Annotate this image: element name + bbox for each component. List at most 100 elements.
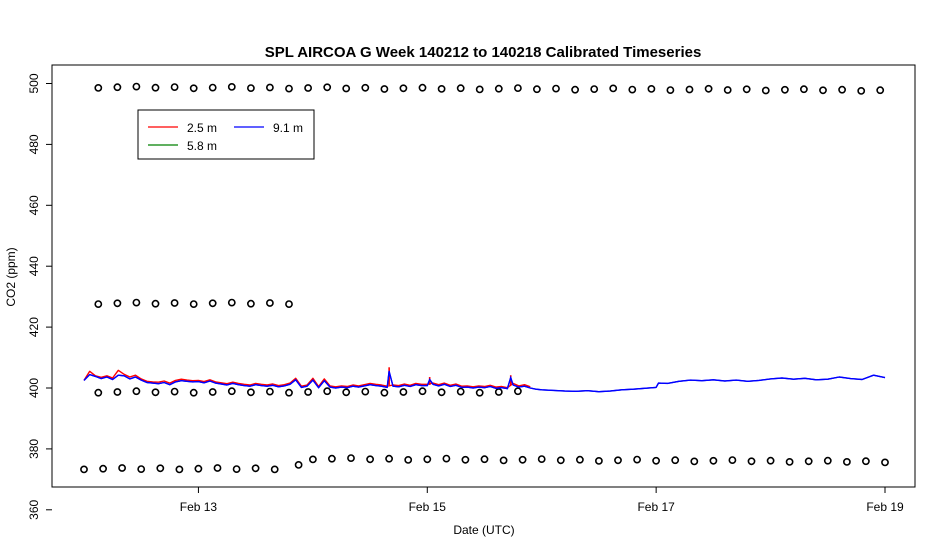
legend: 2.5 m 5.8 m 9.1 m <box>137 109 315 160</box>
series-line-9-1m-overlay <box>83 371 886 393</box>
y-tick-label: 420 <box>27 317 41 337</box>
calibration-point <box>690 457 699 466</box>
calibration-point <box>270 465 279 474</box>
calibration-point <box>571 85 579 94</box>
calibration-point <box>170 299 179 307</box>
calibration-point <box>366 455 374 464</box>
calibration-point <box>804 457 813 466</box>
calibration-point <box>628 85 637 94</box>
y-tick-label: 480 <box>27 134 41 154</box>
series-lines <box>83 367 886 393</box>
calibration-point <box>232 465 241 473</box>
y-tick-label: 460 <box>27 195 41 215</box>
calibration-point <box>246 84 255 92</box>
calibration-point <box>480 455 489 464</box>
calibration-point <box>881 458 889 467</box>
calibration-point <box>132 298 141 307</box>
calibration-point <box>576 455 584 464</box>
calibration-point <box>475 388 484 397</box>
calibration-point <box>151 388 160 397</box>
calibration-point <box>113 299 122 308</box>
legend-label-9-1m: 9.1 m <box>273 121 303 135</box>
y-tick-label: 400 <box>27 378 41 398</box>
plot-frame <box>51 64 916 488</box>
calibration-point <box>475 85 484 94</box>
calibration-point <box>552 84 560 93</box>
calibration-point <box>862 457 870 466</box>
calibration-point <box>265 299 274 307</box>
calibration-point <box>246 388 255 397</box>
calibration-point <box>399 84 408 93</box>
calibration-point <box>666 86 675 94</box>
calibration-point <box>800 85 808 94</box>
calibration-point <box>342 388 351 397</box>
x-tick-label: Feb 15 <box>409 500 447 514</box>
calibration-point <box>461 455 470 464</box>
y-axis: 360 380 400 420 440 460 480 500 <box>27 73 52 520</box>
calibration-point <box>151 299 160 308</box>
calibration-point <box>113 83 122 92</box>
calibration-point <box>456 387 465 396</box>
calibration-point <box>556 456 565 465</box>
calibration-point <box>704 84 713 93</box>
x-axis-label: Date (UTC) <box>453 523 514 537</box>
calibration-point <box>766 456 775 465</box>
calibration-point <box>843 457 851 466</box>
calibration-point <box>170 387 179 396</box>
calibration-point <box>499 456 508 465</box>
calibration-point <box>347 454 355 462</box>
y-tick-label: 380 <box>27 439 41 459</box>
calibration-point <box>208 83 217 92</box>
calibration-point <box>747 457 756 466</box>
calibration-point <box>80 465 88 474</box>
calibration-point <box>194 464 203 473</box>
calibration-point <box>633 455 641 464</box>
calibration-point <box>170 83 179 91</box>
calibration-point <box>208 388 217 396</box>
calibration-point <box>418 387 427 396</box>
x-tick-label: Feb 17 <box>637 500 675 514</box>
calibration-point <box>213 464 222 472</box>
calibration-point <box>189 84 198 93</box>
calibration-point <box>304 84 312 92</box>
calibration-point <box>742 85 751 94</box>
calibration-point <box>590 85 599 93</box>
calibration-point <box>285 84 293 93</box>
calibration-point <box>156 464 165 473</box>
y-tick-label: 500 <box>27 73 41 93</box>
calibration-point <box>304 388 312 396</box>
calibration-point <box>819 86 827 95</box>
y-tick-label: 360 <box>27 499 41 519</box>
calibration-point <box>294 460 303 469</box>
calibration-point <box>437 85 446 93</box>
calibration-point <box>514 84 522 92</box>
x-tick-label: Feb 19 <box>866 500 904 514</box>
calibration-point <box>838 85 846 94</box>
calibration-point <box>227 83 236 91</box>
x-tick-label: Feb 13 <box>180 500 218 514</box>
calibration-point <box>494 84 503 93</box>
calibration-point <box>189 388 198 397</box>
calibration-point <box>94 300 103 308</box>
calibration-point <box>761 86 770 95</box>
calibration-point <box>285 300 293 308</box>
chart-title: SPL AIRCOA G Week 140212 to 140218 Calib… <box>265 44 702 61</box>
calibration-point <box>514 387 522 396</box>
calibration-point <box>423 455 432 464</box>
calibration-point <box>265 83 274 92</box>
legend-label-5-8m: 5.8 m <box>187 139 217 153</box>
calibration-point <box>227 298 236 307</box>
calibration-points <box>80 82 889 474</box>
calibration-point <box>518 455 527 464</box>
legend-box <box>137 109 315 160</box>
calibration-point <box>418 83 427 92</box>
series-line-2-5-m <box>83 369 531 389</box>
calibration-point <box>385 454 393 463</box>
calibration-point <box>647 85 656 93</box>
calibration-point <box>227 387 236 396</box>
calibration-point <box>113 388 122 396</box>
y-axis-label: CO2 (ppm) <box>4 247 18 306</box>
calibration-point <box>361 83 370 92</box>
x-axis: Feb 13 Feb 15 Feb 17 Feb 19 <box>180 487 904 514</box>
